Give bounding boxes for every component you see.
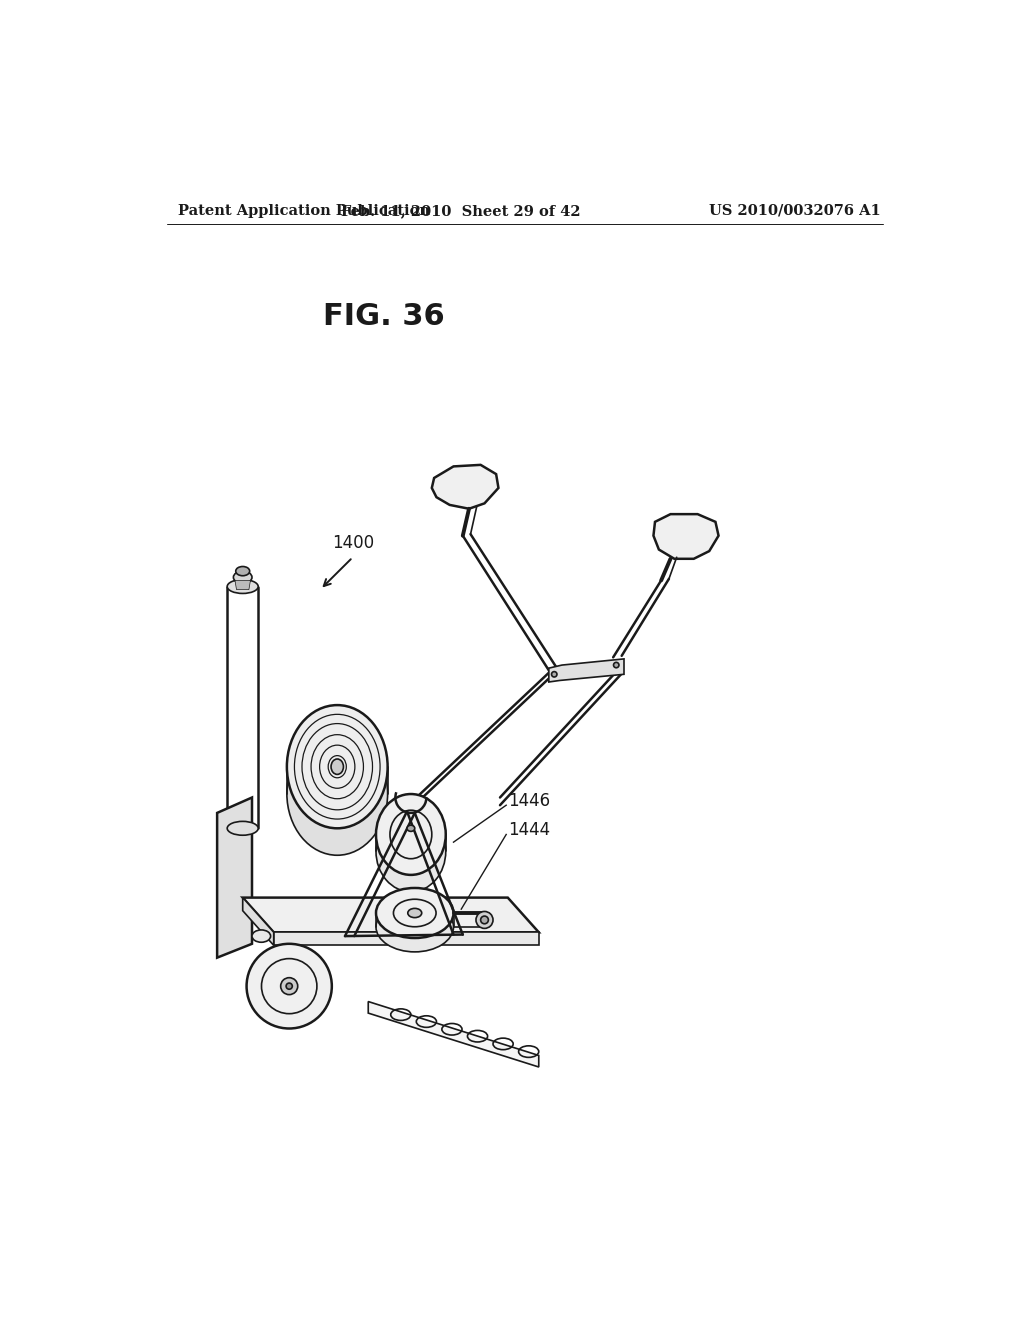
Ellipse shape <box>286 983 292 989</box>
Ellipse shape <box>376 902 454 952</box>
Text: 1444: 1444 <box>508 821 550 838</box>
Ellipse shape <box>227 579 258 594</box>
Ellipse shape <box>236 566 250 576</box>
Polygon shape <box>549 659 624 682</box>
Ellipse shape <box>287 733 388 855</box>
Polygon shape <box>432 465 499 508</box>
Polygon shape <box>369 1002 539 1067</box>
Ellipse shape <box>408 908 422 917</box>
Ellipse shape <box>252 929 270 942</box>
Text: US 2010/0032076 A1: US 2010/0032076 A1 <box>710 203 881 218</box>
Ellipse shape <box>233 572 252 583</box>
Text: FIG. 36: FIG. 36 <box>323 302 444 331</box>
Ellipse shape <box>613 663 618 668</box>
Polygon shape <box>243 898 273 945</box>
Ellipse shape <box>376 810 445 892</box>
Ellipse shape <box>247 944 332 1028</box>
Text: 1400: 1400 <box>332 535 374 552</box>
Ellipse shape <box>552 672 557 677</box>
Polygon shape <box>234 581 251 590</box>
Polygon shape <box>243 898 539 932</box>
Polygon shape <box>273 932 539 945</box>
Ellipse shape <box>331 759 343 775</box>
Polygon shape <box>653 515 719 558</box>
Text: Patent Application Publication: Patent Application Publication <box>178 203 430 218</box>
Ellipse shape <box>287 705 388 829</box>
Ellipse shape <box>376 795 445 875</box>
Ellipse shape <box>480 916 488 924</box>
Ellipse shape <box>281 978 298 995</box>
Ellipse shape <box>376 888 454 939</box>
Polygon shape <box>217 797 252 958</box>
Ellipse shape <box>476 911 493 928</box>
Ellipse shape <box>227 821 258 836</box>
Text: Feb. 11, 2010  Sheet 29 of 42: Feb. 11, 2010 Sheet 29 of 42 <box>341 203 581 218</box>
Ellipse shape <box>407 825 415 832</box>
Text: 1446: 1446 <box>508 792 550 810</box>
